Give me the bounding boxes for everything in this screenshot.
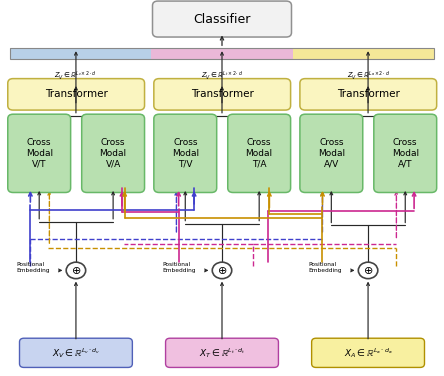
Text: Classifier: Classifier — [193, 12, 251, 26]
Text: $Z_V \in \mathbb{R}^{L_t \times 2 \cdot d}$: $Z_V \in \mathbb{R}^{L_t \times 2 \cdot … — [201, 69, 243, 82]
Text: $\oplus$: $\oplus$ — [71, 265, 81, 276]
Circle shape — [358, 262, 378, 279]
FancyBboxPatch shape — [300, 79, 436, 110]
Text: Transformer: Transformer — [45, 89, 107, 99]
FancyBboxPatch shape — [300, 114, 363, 193]
Bar — [10, 48, 434, 59]
FancyBboxPatch shape — [228, 114, 291, 193]
Text: Cross
Modal
T/V: Cross Modal T/V — [172, 138, 199, 168]
Text: Transformer: Transformer — [191, 89, 254, 99]
Bar — [10, 48, 151, 59]
Text: Transformer: Transformer — [337, 89, 400, 99]
FancyBboxPatch shape — [8, 79, 145, 110]
Circle shape — [66, 262, 86, 279]
Text: Cross
Modal
A/T: Cross Modal A/T — [392, 138, 419, 168]
Text: Cross
Modal
V/T: Cross Modal V/T — [26, 138, 53, 168]
FancyBboxPatch shape — [8, 114, 71, 193]
Text: Positional
Embedding: Positional Embedding — [162, 262, 196, 273]
Text: $X_A \in \mathbb{R}^{L_a \cdot d_a}$: $X_A \in \mathbb{R}^{L_a \cdot d_a}$ — [344, 346, 392, 360]
Text: Cross
Modal
V/A: Cross Modal V/A — [99, 138, 127, 168]
Text: Cross
Modal
T/A: Cross Modal T/A — [246, 138, 273, 168]
FancyBboxPatch shape — [20, 338, 132, 367]
FancyBboxPatch shape — [152, 1, 292, 37]
Text: $X_V \in \mathbb{R}^{L_v \cdot d_v}$: $X_V \in \mathbb{R}^{L_v \cdot d_v}$ — [52, 346, 100, 360]
Text: Cross
Modal
A/V: Cross Modal A/V — [318, 138, 345, 168]
FancyBboxPatch shape — [374, 114, 436, 193]
Text: Positional
Embedding: Positional Embedding — [16, 262, 50, 273]
FancyBboxPatch shape — [312, 338, 424, 367]
Text: Positional
Embedding: Positional Embedding — [308, 262, 342, 273]
Text: $\oplus$: $\oplus$ — [363, 265, 373, 276]
Text: $Z_V \in \mathbb{R}^{L_a \times 2 \cdot d}$: $Z_V \in \mathbb{R}^{L_a \times 2 \cdot … — [347, 69, 389, 82]
FancyBboxPatch shape — [166, 338, 278, 367]
Text: $\oplus$: $\oplus$ — [217, 265, 227, 276]
Circle shape — [212, 262, 232, 279]
FancyBboxPatch shape — [154, 114, 217, 193]
Text: $Z_V \in \mathbb{R}^{L_v \times 2 \cdot d}$: $Z_V \in \mathbb{R}^{L_v \times 2 \cdot … — [55, 69, 97, 82]
Text: $X_T \in \mathbb{R}^{L_t \cdot d_t}$: $X_T \in \mathbb{R}^{L_t \cdot d_t}$ — [199, 346, 245, 360]
FancyBboxPatch shape — [154, 79, 291, 110]
FancyBboxPatch shape — [82, 114, 145, 193]
Bar — [293, 48, 434, 59]
Bar — [151, 48, 293, 59]
